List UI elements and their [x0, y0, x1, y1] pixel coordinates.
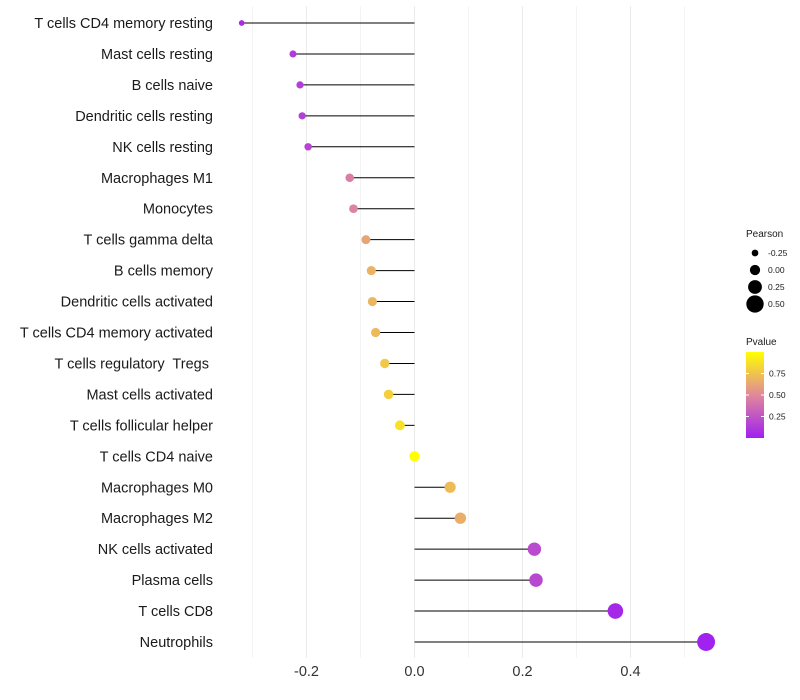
category-label: Macrophages M1 — [101, 171, 213, 187]
category-label: Dendritic cells resting — [75, 109, 213, 125]
size-legend-label: 0.50 — [768, 299, 785, 309]
lollipop-dot — [529, 573, 543, 587]
size-legend-title: Pearson — [746, 229, 783, 240]
size-legend-dot — [748, 280, 762, 294]
lollipop-dot — [607, 603, 624, 619]
category-label: NK cells resting — [112, 140, 213, 156]
category-label: Neutrophils — [140, 635, 213, 651]
category-label: Plasma cells — [132, 573, 213, 589]
lollipop-dot — [304, 143, 312, 151]
lollipop-dot — [349, 204, 358, 214]
x-tick-label: 0.0 — [404, 664, 424, 680]
category-label: Mast cells activated — [86, 387, 213, 403]
category-label: Mast cells resting — [101, 47, 213, 63]
size-legend-label: -0.25 — [768, 248, 788, 258]
category-label: T cells CD4 naive — [100, 449, 213, 465]
lollipop-dot — [454, 512, 467, 524]
lollipop-dot — [345, 173, 354, 183]
lollipop-dot — [296, 81, 304, 89]
x-tick-label: 0.2 — [512, 664, 532, 680]
size-legend-dot — [746, 295, 764, 313]
lollipop-dot — [367, 296, 377, 307]
lollipop-dot — [527, 542, 542, 556]
category-labels: T cells CD4 memory resting Mast cells res… — [20, 16, 214, 651]
category-label: Monocytes — [143, 202, 213, 218]
x-axis-tick-labels: -0.2 0.0 0.2 0.4 — [294, 664, 641, 680]
lollipop-dot — [238, 20, 245, 26]
x-tick-label: 0.4 — [620, 664, 640, 680]
lollipop-dot — [394, 420, 405, 431]
lollipop-stems — [241, 22, 707, 643]
color-legend-label: 0.75 — [769, 369, 786, 379]
lollipop-dot — [444, 481, 456, 493]
grid-lines — [252, 6, 685, 658]
pvalue-colorbar — [746, 352, 764, 438]
size-legend-dot — [751, 249, 759, 257]
lollipop-dot — [380, 358, 390, 369]
category-label: NK cells activated — [98, 542, 213, 558]
lollipop-dot — [289, 50, 297, 58]
lollipop-dot — [697, 633, 716, 651]
color-legend-label: 0.25 — [769, 412, 786, 422]
lollipop-dot — [409, 451, 420, 462]
lollipop-dot — [361, 235, 371, 245]
category-label: T cells gamma delta — [84, 233, 214, 249]
color-legend-title: Pvalue — [746, 337, 777, 348]
size-legend: -0.25 0.00 0.25 0.50 — [746, 248, 788, 313]
category-label: B cells naive — [132, 78, 213, 94]
category-label: Macrophages M2 — [101, 511, 213, 527]
category-label: B cells memory — [114, 264, 214, 280]
category-label: T cells follicular helper — [70, 418, 213, 434]
category-label: T cells regulatory Tregs — [55, 356, 214, 372]
size-legend-label: 0.00 — [768, 265, 785, 275]
category-label: T cells CD4 memory activated — [20, 326, 213, 342]
lollipop-dot — [366, 266, 376, 276]
lollipop-dot — [383, 389, 394, 400]
lollipop-dot — [298, 112, 306, 120]
category-label: Dendritic cells activated — [61, 295, 213, 311]
lollipop-dots — [238, 20, 716, 651]
category-label: Macrophages M0 — [101, 480, 213, 496]
lollipop-dot — [371, 327, 381, 338]
category-label: T cells CD8 — [138, 604, 213, 620]
size-legend-label: 0.25 — [768, 282, 785, 292]
color-legend-label: 0.50 — [769, 390, 786, 400]
color-legend-ticks: 0.75 0.50 0.25 — [746, 369, 786, 422]
legend: Pearson -0.25 0.00 0.25 0.50 Pvalue 0.75 0.5… — [746, 229, 788, 438]
x-tick-label: -0.2 — [294, 664, 319, 680]
size-legend-dot — [749, 264, 761, 276]
category-label: T cells CD4 memory resting — [34, 16, 213, 32]
